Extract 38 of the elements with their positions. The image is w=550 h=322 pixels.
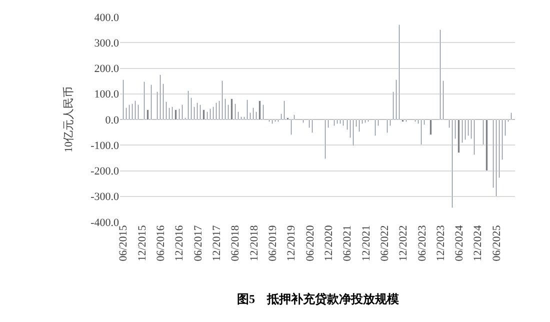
x-tick-label: 12/2016 (174, 224, 186, 262)
x-tick-label: 06/2018 (230, 224, 242, 262)
bar (486, 120, 488, 171)
x-tick-label: 12/2019 (286, 224, 298, 262)
x-tick-label: 06/2022 (378, 225, 391, 262)
y-tick-label: 200.0 (94, 63, 120, 76)
y-tick-label: -400.0 (90, 216, 120, 229)
x-tick-label: 06/2016 (155, 224, 168, 262)
x-tick-label: 06/2019 (266, 224, 279, 262)
x-tick-label: 12/2015 (136, 224, 148, 262)
bar (458, 120, 460, 153)
x-tick-label: 06/2020 (304, 224, 316, 262)
bar (430, 120, 432, 135)
x-tick-label: 12/2020 (322, 224, 335, 262)
x-tick-label: 12/2018 (248, 224, 260, 262)
bar (230, 98, 233, 120)
y-tick-label: -200.0 (90, 166, 120, 178)
x-tick-label: 06/2021 (342, 225, 354, 262)
y-tick-label: 0.0 (105, 114, 120, 126)
text: 图5 抵押补充贷款净投放规模 (237, 292, 399, 306)
bar (258, 100, 261, 120)
bar (174, 110, 177, 120)
x-tick-label: 06/2025 (490, 224, 503, 262)
y-tick-label: 300.0 (94, 37, 120, 50)
y-tick-label: 100.0 (94, 88, 120, 101)
y-tick-label: 400.0 (94, 12, 120, 24)
x-tick-label: 06/2017 (192, 224, 204, 262)
x-tick-label: 12/2021 (360, 225, 372, 262)
x-tick-label: 12/2023 (434, 224, 447, 262)
x-tick-label: 12/2024 (472, 224, 484, 262)
x-tick-label: 06/2023 (416, 224, 428, 262)
x-tick-label: 12/2017 (210, 224, 223, 262)
y-tick-label: -300.0 (90, 191, 120, 204)
y-axis-title: 10亿元人民币 (62, 86, 76, 152)
x-tick-label: 12/2022 (398, 225, 410, 262)
x-tick-label: 06/2015 (118, 224, 130, 262)
y-tick-label: -100.0 (90, 140, 120, 152)
x-tick-label: 06/2024 (454, 224, 466, 262)
